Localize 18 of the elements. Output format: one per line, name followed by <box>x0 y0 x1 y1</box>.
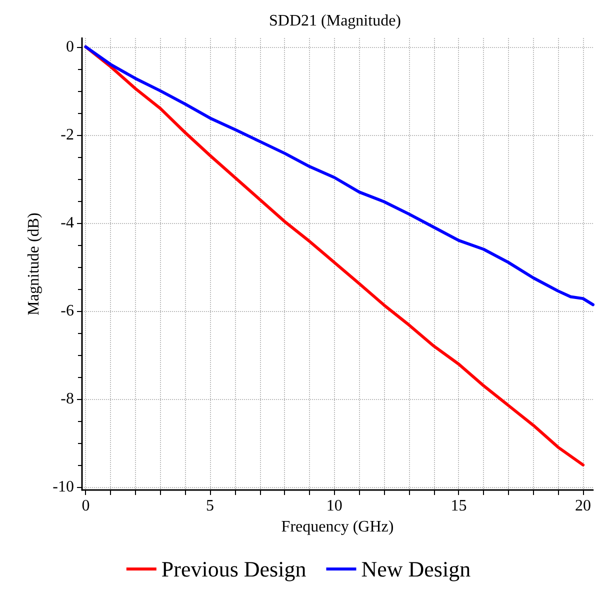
x-axis-title: Frequency (GHz) <box>281 518 394 536</box>
y-tick-label: -10 <box>52 478 74 496</box>
x-tick-label: 5 <box>206 498 214 514</box>
x-tick-label: 20 <box>575 498 592 514</box>
y-tick-label: -8 <box>60 390 74 408</box>
x-tick-label: 15 <box>450 498 467 514</box>
legend-label: New Design <box>361 556 471 582</box>
legend-label: Previous Design <box>161 556 306 582</box>
line-series <box>84 45 594 306</box>
y-tick-label: -4 <box>60 214 74 232</box>
y-tick-label: -2 <box>60 126 74 144</box>
line-series <box>84 45 585 466</box>
x-tick-label: 10 <box>326 498 342 514</box>
y-tick-label: 0 <box>66 38 74 56</box>
chart-title: SDD21 (Magnitude) <box>269 12 401 30</box>
y-tick-label: -6 <box>60 302 74 320</box>
y-axis-title: Magnitude (dB) <box>25 212 42 316</box>
x-tick-label: 0 <box>82 498 90 514</box>
